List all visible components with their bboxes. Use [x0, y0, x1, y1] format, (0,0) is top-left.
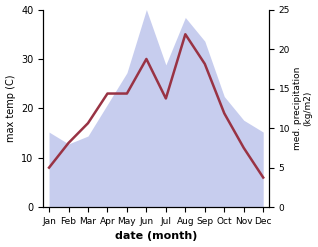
Y-axis label: med. precipitation
(kg/m2): med. precipitation (kg/m2): [293, 67, 313, 150]
X-axis label: date (month): date (month): [115, 231, 197, 242]
Y-axis label: max temp (C): max temp (C): [5, 75, 16, 142]
